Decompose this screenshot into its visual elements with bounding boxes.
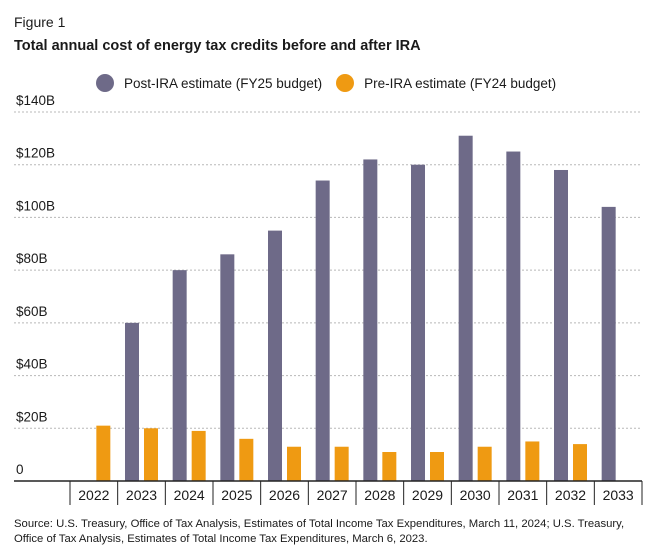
bar-post-ira-2027 bbox=[315, 180, 330, 481]
y-tick-label: $120B bbox=[16, 146, 55, 161]
bar-pre-ira-2023 bbox=[144, 428, 158, 481]
y-tick-label: $140B bbox=[16, 93, 55, 108]
bar-pre-ira-2025 bbox=[239, 438, 254, 481]
legend-label-post: Post-IRA estimate (FY25 budget) bbox=[124, 75, 323, 91]
source-note: Source: U.S. Treasury, Office of Tax Ana… bbox=[14, 518, 625, 545]
bar-post-ira-2029 bbox=[411, 164, 425, 481]
bar-post-ira-2024 bbox=[172, 270, 187, 481]
x-tick-label: 2025 bbox=[221, 487, 252, 503]
x-tick-label: 2029 bbox=[412, 487, 443, 503]
x-tick-label: 2030 bbox=[460, 487, 491, 503]
bar-pre-ira-2028 bbox=[382, 452, 397, 481]
bar-pre-ira-2029 bbox=[430, 452, 444, 481]
y-axis-labels: 0 $20B $40B $60B $80B $100B $120B $140B bbox=[16, 93, 55, 477]
bar-pre-ira-2030 bbox=[477, 446, 492, 481]
x-tick-label: 2032 bbox=[555, 487, 586, 503]
bar-chart: 0$20B$40B$60B$80B$100B$120B$140B 2022 202… bbox=[14, 93, 643, 505]
y-tick-label: $60B bbox=[16, 304, 48, 319]
y-tick-label: $40B bbox=[16, 357, 48, 372]
bar-post-ira-2025 bbox=[220, 254, 235, 481]
legend-item-post: Post-IRA estimate (FY25 budget) bbox=[96, 74, 322, 92]
x-axis: 2022 2023 2024 2025 2026 2027 2028 2029 2030 2031… bbox=[14, 480, 643, 505]
x-tick-label: 2024 bbox=[174, 487, 205, 503]
x-tick-label: 2031 bbox=[507, 487, 538, 503]
bar-pre-ira-2024 bbox=[191, 430, 206, 481]
chart-title: Total annual cost of energy tax credits … bbox=[14, 38, 421, 54]
x-tick-label: 2028 bbox=[364, 487, 395, 503]
bar-post-ira-2030 bbox=[458, 135, 473, 481]
y-tick-label: $80B bbox=[16, 251, 48, 266]
legend-item-pre: Pre-IRA estimate (FY24 budget) bbox=[336, 74, 556, 92]
bars-layer bbox=[96, 135, 616, 482]
y-tick-label: $20B bbox=[16, 409, 48, 424]
bar-pre-ira-2032 bbox=[573, 444, 587, 481]
legend-label-pre: Pre-IRA estimate (FY24 budget) bbox=[364, 75, 557, 91]
x-tick-label: 2022 bbox=[78, 487, 109, 503]
bar-pre-ira-2022 bbox=[96, 425, 111, 481]
bar-post-ira-2023 bbox=[125, 322, 139, 481]
bar-pre-ira-2031 bbox=[525, 441, 540, 481]
x-tick-label: 2027 bbox=[317, 487, 348, 503]
y-tick-label: $100B bbox=[16, 198, 55, 213]
bar-post-ira-2032 bbox=[554, 169, 568, 481]
x-tick-label: 2023 bbox=[126, 487, 157, 503]
bar-pre-ira-2026 bbox=[287, 446, 301, 481]
figure-label: Figure 1 bbox=[14, 14, 66, 30]
legend-swatch-pre bbox=[336, 74, 355, 92]
bar-pre-ira-2027 bbox=[334, 446, 349, 481]
bar-post-ira-2031 bbox=[506, 151, 521, 482]
bar-post-ira-2033 bbox=[601, 206, 616, 481]
legend: Post-IRA estimate (FY25 budget) Pre-IRA … bbox=[96, 74, 570, 92]
x-tick-label: 2026 bbox=[269, 487, 300, 503]
x-tick-label: 2033 bbox=[603, 487, 634, 503]
bar-post-ira-2026 bbox=[268, 230, 282, 481]
y-tick-label: 0 bbox=[16, 462, 24, 477]
bar-post-ira-2028 bbox=[363, 159, 378, 481]
legend-swatch-post bbox=[96, 74, 114, 92]
